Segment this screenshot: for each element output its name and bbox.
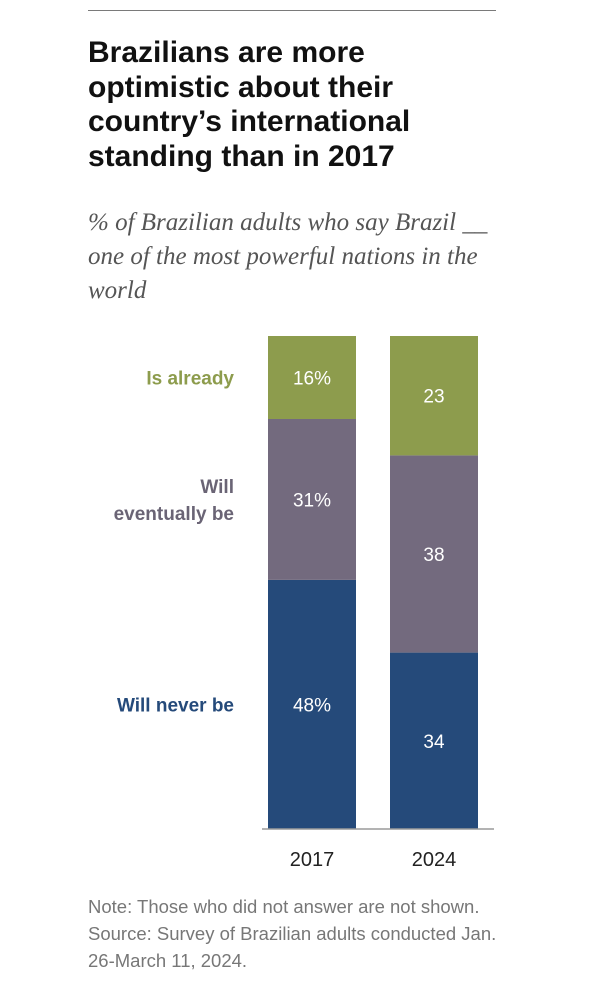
x-axis: 2017 2024: [262, 828, 494, 871]
bar-segment: [390, 455, 478, 653]
data-label: 23: [423, 387, 444, 408]
x-tick-label: 2024: [412, 849, 457, 871]
bars: 48% 31% 16% 34 38 23: [268, 336, 478, 829]
legend-label: Will never be: [117, 696, 234, 717]
bar-segment: [390, 336, 478, 456]
data-label: 34: [423, 732, 445, 753]
top-rule: [88, 10, 496, 11]
footnote: Note: Those who did not answer are not s…: [88, 893, 508, 974]
series-labels: Will never be Will eventually be Is already: [114, 369, 235, 717]
bar-segment: [268, 336, 356, 419]
data-label: 38: [423, 545, 444, 566]
chart-title: Brazilians are more optimistic about the…: [88, 36, 411, 173]
legend-label: Will eventually be: [114, 477, 234, 525]
legend-label: Is already: [146, 369, 234, 390]
bar-segment: [268, 419, 356, 580]
bar-segment: [390, 652, 478, 829]
data-label: 16%: [293, 369, 331, 390]
x-tick-label: 2017: [290, 849, 335, 871]
data-label: 48%: [293, 696, 331, 717]
chart-subtitle: % of Brazilian adults who say Brazil __ …: [88, 209, 488, 304]
bar-segment: [268, 579, 356, 829]
note-text: Note: Those who did not answer are not s…: [88, 896, 480, 917]
data-label: 31%: [293, 491, 331, 512]
source-text: Source: Survey of Brazilian adults condu…: [88, 923, 497, 971]
